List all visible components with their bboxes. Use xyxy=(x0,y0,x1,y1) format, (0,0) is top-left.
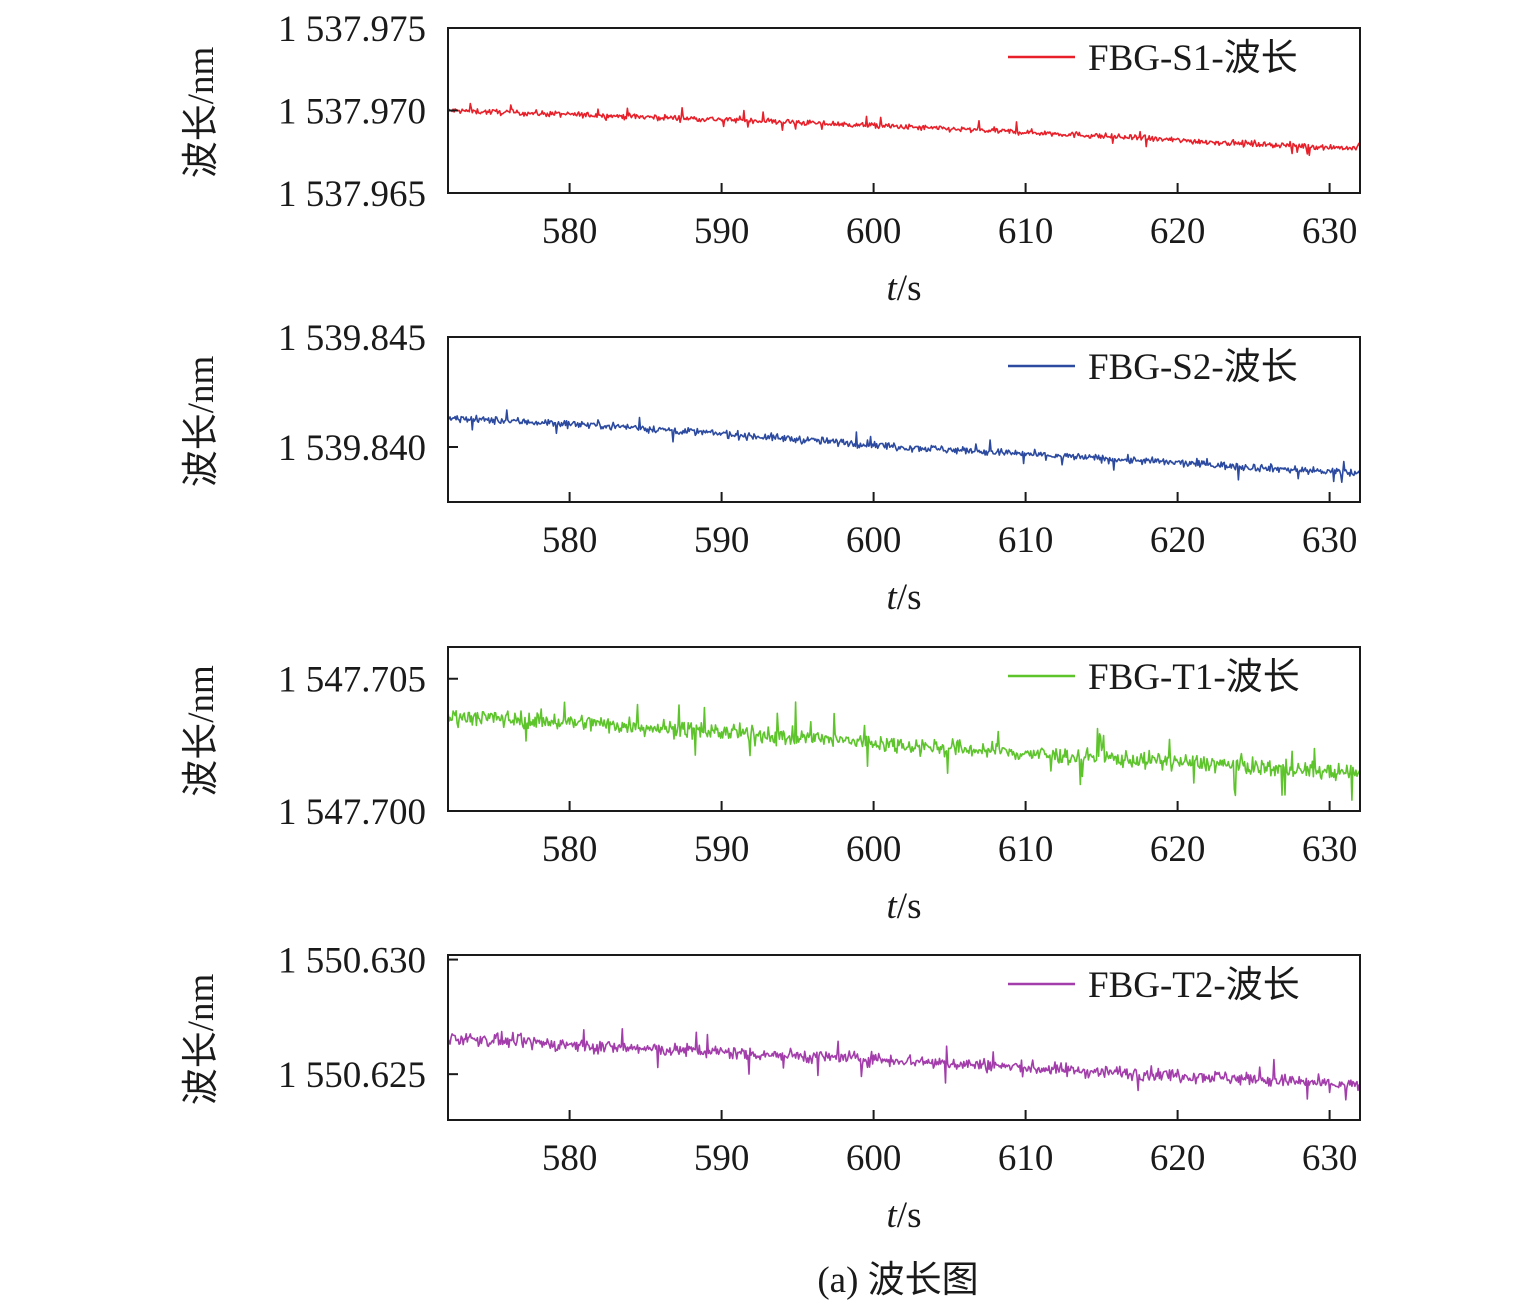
x-tick-label: 620 xyxy=(1150,211,1206,252)
x-axis-label: t/s xyxy=(887,577,922,618)
x-axis-label: t/s xyxy=(887,886,922,927)
y-tick-label: 1 547.700 xyxy=(278,792,426,833)
y-tick-label: 1 537.965 xyxy=(278,174,426,215)
x-tick-label: 620 xyxy=(1150,520,1206,561)
y-axis-label: 波长/nm xyxy=(180,974,222,1106)
x-axis-label-unit: /s xyxy=(897,268,922,309)
legend-label: FBG-T2-波长 xyxy=(1088,964,1300,1006)
x-tick-label: 630 xyxy=(1302,520,1358,561)
series-line xyxy=(448,701,1360,801)
y-tick-label: 1 537.970 xyxy=(278,92,426,133)
x-tick-label: 590 xyxy=(694,211,750,252)
x-tick-label: 630 xyxy=(1302,211,1358,252)
y-tick-label: 1 550.625 xyxy=(278,1055,426,1096)
x-axis-label-unit: /s xyxy=(897,886,922,927)
chart-panel: 580 590 600 610 620 630 1 537.965 1 537.970 1 53… xyxy=(180,9,1361,309)
x-tick-label: 580 xyxy=(542,211,598,252)
x-tick-label: 600 xyxy=(846,211,902,252)
series-line xyxy=(448,1028,1360,1101)
series-line xyxy=(448,409,1360,484)
x-tick-label: 620 xyxy=(1150,1138,1206,1179)
x-tick-label: 600 xyxy=(846,520,902,561)
y-tick-label: 1 550.630 xyxy=(278,941,426,982)
x-axis-label-var: t xyxy=(887,886,899,927)
x-tick-label: 630 xyxy=(1302,1138,1358,1179)
x-tick-label: 580 xyxy=(542,829,598,870)
legend-label: FBG-S1-波长 xyxy=(1088,37,1298,79)
x-tick-label: 610 xyxy=(998,1138,1054,1179)
x-tick-label: 580 xyxy=(542,520,598,561)
chart-panel: 580 590 600 610 620 630 1 547.700 1 547.705 波长/n… xyxy=(180,646,1361,927)
x-axis-label: t/s xyxy=(887,1195,922,1236)
y-tick-label: 1 537.975 xyxy=(278,9,426,50)
x-axis-label-var: t xyxy=(887,268,899,309)
x-tick-label: 610 xyxy=(998,211,1054,252)
chart-panel: 580 590 600 610 620 630 1 539.840 1 539.845 波长/n… xyxy=(180,318,1361,618)
x-tick-label: 580 xyxy=(542,1138,598,1179)
y-axis-label: 波长/nm xyxy=(180,356,222,488)
y-tick-label: 1 539.840 xyxy=(278,428,426,469)
legend-label: FBG-T1-波长 xyxy=(1088,656,1300,698)
plot-frame xyxy=(447,336,1361,503)
x-tick-label: 600 xyxy=(846,1138,902,1179)
x-tick-label: 610 xyxy=(998,520,1054,561)
series-line xyxy=(448,102,1360,157)
x-tick-label: 630 xyxy=(1302,829,1358,870)
figure-caption: (a) 波长图 xyxy=(817,1259,978,1301)
plot-frame xyxy=(447,646,1361,812)
x-tick-label: 600 xyxy=(846,829,902,870)
legend-label: FBG-S2-波长 xyxy=(1088,346,1298,388)
x-tick-label: 590 xyxy=(694,520,750,561)
y-axis-label: 波长/nm xyxy=(180,665,222,797)
y-axis-label: 波长/nm xyxy=(180,47,222,179)
y-tick-label: 1 539.845 xyxy=(278,318,426,359)
chart-panel: 580 590 600 610 620 630 1 550.625 1 550.630 波长/n… xyxy=(180,941,1361,1236)
y-tick-label: 1 547.705 xyxy=(278,660,426,701)
x-tick-label: 590 xyxy=(694,1138,750,1179)
x-tick-label: 610 xyxy=(998,829,1054,870)
x-axis-label-unit: /s xyxy=(897,1195,922,1236)
x-axis-label-unit: /s xyxy=(897,577,922,618)
x-tick-label: 620 xyxy=(1150,829,1206,870)
x-tick-label: 590 xyxy=(694,829,750,870)
x-axis-label-var: t xyxy=(887,1195,899,1236)
x-axis-label-var: t xyxy=(887,577,899,618)
chart-panels: 580 590 600 610 620 630 1 537.965 1 537.970 1 53… xyxy=(180,9,1361,1236)
x-axis-label: t/s xyxy=(887,268,922,309)
plot-frame xyxy=(447,954,1361,1121)
